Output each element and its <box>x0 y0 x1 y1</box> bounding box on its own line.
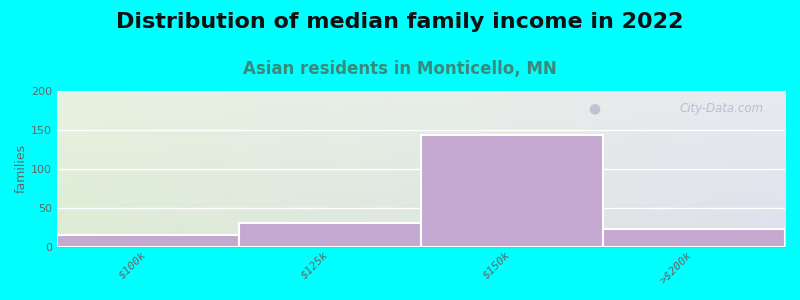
Bar <box>239 223 421 247</box>
Text: City-Data.com: City-Data.com <box>679 102 763 115</box>
Bar <box>421 135 603 247</box>
Text: ●: ● <box>588 101 601 115</box>
Text: Asian residents in Monticello, MN: Asian residents in Monticello, MN <box>243 60 557 78</box>
Text: Distribution of median family income in 2022: Distribution of median family income in … <box>116 12 684 32</box>
Y-axis label: families: families <box>15 144 28 193</box>
Bar <box>57 235 239 247</box>
Bar <box>603 230 785 247</box>
